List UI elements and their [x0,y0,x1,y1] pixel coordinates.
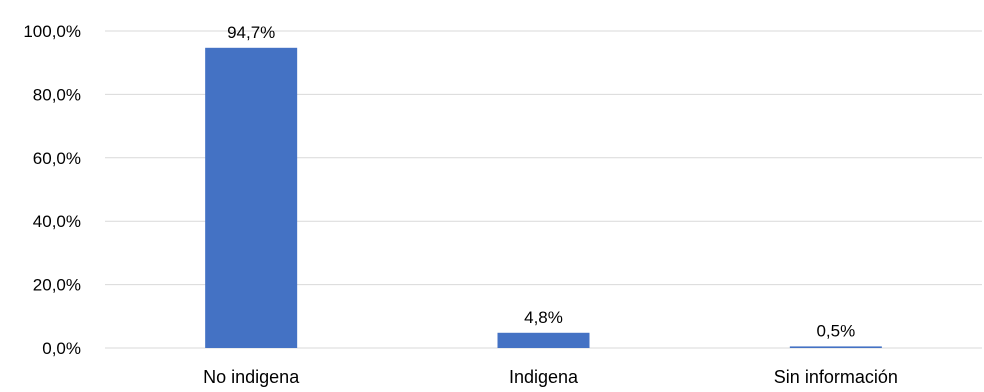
bars [205,47,882,349]
x-category-label: No indigena [203,367,300,387]
data-label: 94,7% [227,23,275,42]
x-axis-category-labels: No indigena Indigena Sin información [203,367,898,387]
data-labels: 94,7% 4,8% 0,5% [227,23,855,341]
y-tick-label: 80,0% [33,85,81,104]
y-tick-label: 40,0% [33,212,81,231]
x-category-label: Sin información [774,367,898,387]
y-tick-label: 20,0% [33,276,81,295]
bar [205,47,298,349]
data-label: 4,8% [524,308,563,327]
y-tick-label: 60,0% [33,149,81,168]
x-category-label: Indigena [509,367,579,387]
bar [789,346,882,348]
y-axis-tick-labels: 0,0% 20,0% 40,0% 60,0% 80,0% 100,0% [23,22,81,358]
data-label: 0,5% [816,321,855,340]
y-tick-label: 100,0% [23,22,81,41]
bar [497,332,590,348]
y-tick-label: 0,0% [42,339,81,358]
